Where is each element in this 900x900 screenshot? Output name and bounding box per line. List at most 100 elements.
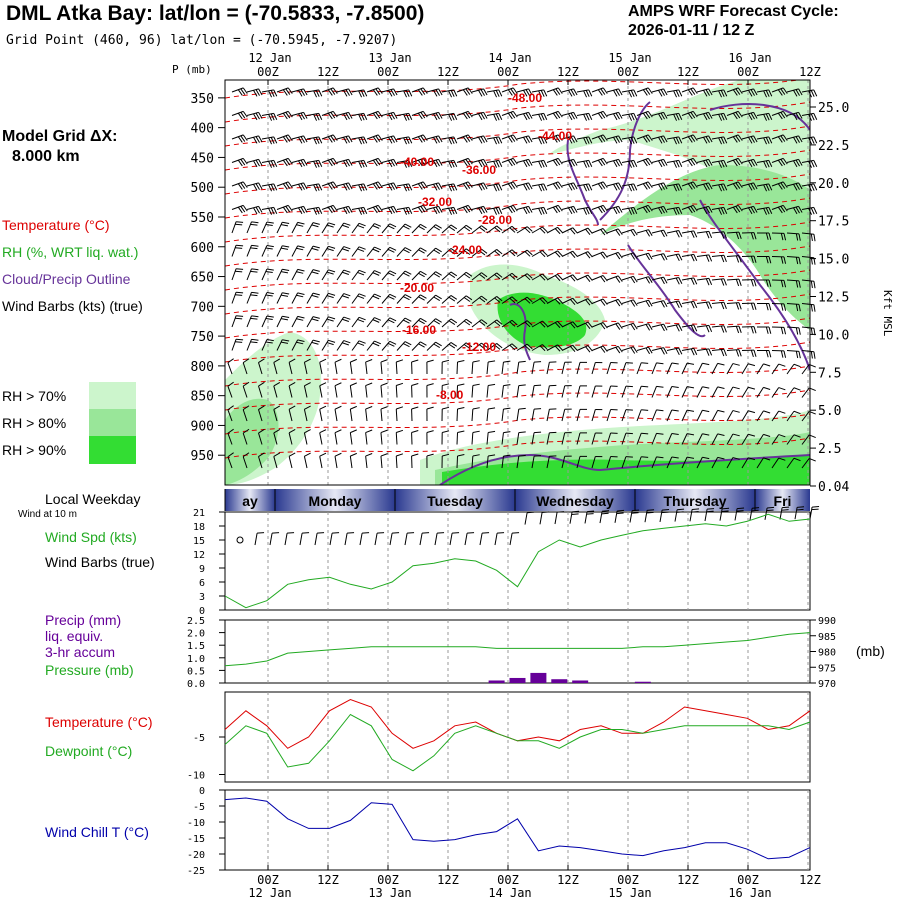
wind-barb-439-flag-1 xyxy=(387,342,395,347)
wind-barb-282-flag-0 xyxy=(374,246,382,251)
weekday-cell-2 xyxy=(395,489,515,511)
wind-barb-442-flag-0 xyxy=(435,341,442,347)
wind-barb-128-flag-1 xyxy=(405,160,410,168)
temperature-axis: -5-10 xyxy=(187,733,225,782)
wind-barb-458-flag-0 xyxy=(678,347,683,355)
wind-barb-126-flag-0 xyxy=(377,158,383,165)
wind-barb-125-flag-2 xyxy=(358,161,363,168)
wind-barb-95-flag-0 xyxy=(498,136,503,144)
wind-barb-575 xyxy=(666,409,673,422)
wind-barb-87 xyxy=(366,134,379,140)
wind-barb-286 xyxy=(426,247,436,257)
wind-barb-537 xyxy=(681,386,688,398)
wind-barb-400-flag-0 xyxy=(389,317,397,322)
wind-barb-80-flag-0 xyxy=(273,136,278,144)
wind-barb-384-flag-1 xyxy=(735,302,740,310)
wind-barb-18-flag-2 xyxy=(507,89,513,96)
wind-barb-603 xyxy=(501,432,504,445)
wind-barb-378-flag-1 xyxy=(645,300,651,308)
wind-barb-245 xyxy=(396,223,406,234)
wind-barb-173-flag-2 xyxy=(493,184,498,192)
wind-barb-27-flag-1 xyxy=(645,88,651,95)
wind-barb-179-flag-1 xyxy=(585,184,590,191)
surface-barb-35 xyxy=(779,507,783,520)
surface-barb-32-flag-0 xyxy=(737,507,745,510)
surface-barb-29 xyxy=(689,509,693,522)
temp-panel-frame xyxy=(224,691,811,783)
wind-barb-350-flag-1 xyxy=(810,280,813,288)
wind-barb-400 xyxy=(381,317,391,328)
wind-barb-181-flag-2 xyxy=(613,184,618,191)
wind-barb-511-flag-0 xyxy=(288,382,296,387)
surface-barb-24-flag-1 xyxy=(616,512,624,515)
wind-barb-239-flag-1 xyxy=(311,224,319,228)
wind-barb-297-flag-0 xyxy=(602,251,608,258)
wind-barb-556-flag-0 xyxy=(380,406,388,410)
wind-barb-408-flag-0 xyxy=(511,319,518,326)
wind-barb-60 xyxy=(546,110,559,116)
wind-barb-131-flag-0 xyxy=(453,160,458,167)
wind-barb-421-flag-0 xyxy=(708,325,713,332)
wind-barb-290-flag-0 xyxy=(496,249,503,255)
wind-barb-343-flag-0 xyxy=(708,278,713,285)
wind-barb-399-flag-0 xyxy=(374,317,382,321)
wind-barb-264-flag-1 xyxy=(690,231,695,238)
wind-barb-115-flag-1 xyxy=(795,136,800,143)
wind-barb-34-flag-1 xyxy=(750,89,755,96)
wind-axis-label-6: 3 xyxy=(199,592,205,603)
wind-barb-83 xyxy=(306,136,319,140)
wind-barb-44-flag-1 xyxy=(315,113,320,121)
wind-barb-15 xyxy=(456,87,469,93)
wind-barb-405-flag-1 xyxy=(463,320,471,326)
wind-barb-449 xyxy=(531,344,543,351)
contour-label-2: -40.00 xyxy=(400,155,434,169)
wind-barb-266-flag-0 xyxy=(723,231,727,239)
wind-barb-249 xyxy=(456,224,467,234)
wind-barb-275-flag-1 xyxy=(265,247,273,250)
wind-barb-50-flag-0 xyxy=(408,113,413,120)
wind-barb-461-flag-0 xyxy=(723,349,727,356)
wind-barb-484 xyxy=(471,361,474,375)
wind-barb-271 xyxy=(786,232,800,235)
time-label-6: 00Z xyxy=(617,873,639,887)
wind-barb-313 xyxy=(246,268,252,281)
wind-barb-262-flag-1 xyxy=(660,230,665,238)
wind-barb-175-flag-0 xyxy=(528,182,533,190)
wind-barb-625 xyxy=(242,456,248,469)
pressure-axis-label-4: 970 xyxy=(818,679,836,690)
wind-barb-393-flag-1 xyxy=(281,318,289,321)
temperature-contour-15 xyxy=(225,437,810,459)
wind-barb-224-flag-0 xyxy=(678,207,683,214)
surface-barb-26-flag-1 xyxy=(646,511,654,514)
wind-spd-label: Wind Spd (kts) xyxy=(45,529,137,545)
temp-panel-gridlines xyxy=(267,692,809,782)
wind-barb-48-flag-0 xyxy=(377,111,383,118)
wind-barb-415-flag-1 xyxy=(615,323,621,330)
wind-barb-71-flag-2 xyxy=(718,114,723,121)
cloud-outline-group xyxy=(439,101,810,485)
wind-barb-89-flag-1 xyxy=(405,137,410,144)
wind-barb-459-flag-1 xyxy=(690,348,695,356)
wind-barb-172 xyxy=(471,182,484,187)
surface-barb-5 xyxy=(329,533,333,546)
wind-barb-81-flag-1 xyxy=(285,135,291,142)
wind-barb-603-flag-0 xyxy=(503,431,511,434)
wind-barb-510-flag-0 xyxy=(273,381,281,387)
wind-barb-75-flag-0 xyxy=(782,111,788,118)
wind-barb-393-flag-0 xyxy=(282,315,290,319)
wind-barb-440-flag-1 xyxy=(403,343,410,348)
wind-barb-98-flag-0 xyxy=(543,136,548,144)
wind-barb-410 xyxy=(531,320,543,328)
wind-barb-164-flag-1 xyxy=(360,184,365,191)
wind-barb-140-flag-2 xyxy=(583,161,588,168)
wind-barb-361 xyxy=(381,293,391,304)
wind-barb-163-flag-0 xyxy=(348,182,353,190)
wind-barb-365 xyxy=(441,295,452,304)
wind-barb-456 xyxy=(636,346,649,351)
wind-barb-159 xyxy=(276,181,289,187)
wind-barb-166-flag-2 xyxy=(388,184,393,191)
wind-barb-407-flag-0 xyxy=(496,319,503,325)
wind-barb-97-flag-0 xyxy=(528,135,533,143)
wind-barb-652 xyxy=(651,456,657,469)
wind-barb-467-flag-1 xyxy=(810,351,813,359)
